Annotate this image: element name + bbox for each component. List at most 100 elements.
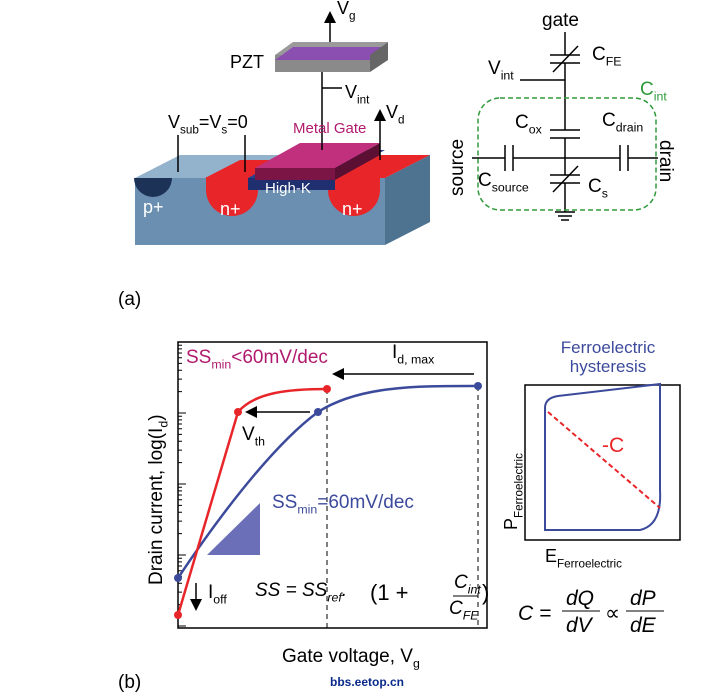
text-part: C bbox=[454, 572, 468, 593]
text-part: (b) bbox=[118, 672, 141, 692]
label: Vint bbox=[345, 82, 370, 106]
text-part: =0 bbox=[227, 112, 248, 132]
subscript: hysteresis bbox=[570, 357, 647, 376]
text-part: V bbox=[488, 58, 501, 79]
label: Vsub=Vs=0 bbox=[168, 112, 248, 136]
point bbox=[174, 574, 182, 582]
subscript: d bbox=[398, 113, 405, 126]
subscript: s bbox=[602, 187, 608, 201]
text-part: V bbox=[242, 424, 255, 445]
text-part: <60mV/dec bbox=[231, 347, 328, 368]
text-part: PZT bbox=[230, 52, 264, 72]
subscript: source bbox=[492, 181, 529, 195]
label: Vth bbox=[242, 424, 265, 449]
metal-gate-front bbox=[255, 168, 335, 180]
substrate-front bbox=[135, 178, 385, 245]
pzt-side bbox=[370, 42, 388, 72]
x-axis-label: Gate voltage, Vg bbox=[282, 646, 420, 671]
plot bbox=[174, 341, 488, 629]
metal-gate-top bbox=[255, 143, 380, 168]
text-part: I bbox=[392, 342, 397, 363]
subscript: off bbox=[213, 593, 227, 607]
text-part: . bbox=[342, 580, 347, 601]
cint-box bbox=[477, 97, 657, 211]
label: Id, max bbox=[392, 342, 435, 367]
label: Vd bbox=[386, 102, 405, 126]
text-part: drain bbox=[655, 140, 676, 182]
p-well bbox=[134, 178, 172, 197]
device bbox=[134, 11, 430, 245]
label: -C bbox=[602, 434, 624, 457]
text-part: E bbox=[545, 546, 557, 566]
text-part: SS bbox=[272, 492, 297, 513]
label: PFerroelectric bbox=[501, 453, 525, 530]
subscript: Ferroelectric bbox=[512, 453, 525, 518]
pzt-layer bbox=[275, 47, 388, 60]
label: Vint bbox=[488, 58, 514, 83]
label: Cint bbox=[454, 572, 481, 597]
subscript: s bbox=[221, 123, 227, 136]
text-part: (a) bbox=[118, 289, 141, 310]
n-well bbox=[206, 178, 258, 216]
text-part: SS bbox=[186, 347, 211, 368]
text-part: n+ bbox=[342, 199, 363, 219]
high-k-front bbox=[248, 178, 335, 190]
point bbox=[314, 408, 322, 416]
text-part: =60mV/dec bbox=[317, 492, 414, 513]
label: EFerroelectric bbox=[545, 546, 622, 570]
text-part: V bbox=[337, 0, 349, 18]
text-part: dE bbox=[630, 614, 657, 637]
label: Cs bbox=[588, 176, 608, 201]
subscript: min bbox=[211, 358, 231, 372]
label: Vg bbox=[337, 0, 356, 22]
subscript: int bbox=[468, 583, 482, 597]
label: Cox bbox=[515, 112, 543, 137]
text-part: C bbox=[515, 112, 529, 133]
text-part: C bbox=[449, 598, 463, 619]
text-part: bbs.eetop.cn bbox=[330, 675, 404, 689]
text-part: n+ bbox=[220, 199, 241, 219]
label: CFE bbox=[592, 44, 622, 69]
subscript: drain bbox=[616, 121, 644, 135]
label: drain bbox=[655, 140, 676, 182]
label: SSmin<60mV/dec bbox=[186, 347, 328, 372]
label: n+ bbox=[220, 199, 241, 219]
text-part: High-K bbox=[265, 180, 311, 197]
text-part: ) bbox=[482, 580, 489, 605]
label: ∝ bbox=[605, 602, 620, 625]
text-part: C bbox=[588, 176, 602, 197]
text-part: I bbox=[208, 582, 213, 603]
text-part: C bbox=[602, 110, 616, 131]
text-part: (1 + bbox=[370, 580, 409, 605]
subscript: ref bbox=[327, 591, 343, 605]
label: Metal Gate bbox=[293, 120, 366, 137]
circuit bbox=[472, 32, 658, 221]
drain-region bbox=[330, 155, 430, 178]
y-axis-label: Drain current, log(Id) bbox=[146, 414, 171, 585]
subscript: sub bbox=[180, 123, 199, 136]
n-well bbox=[328, 178, 380, 216]
label: dP bbox=[630, 587, 656, 610]
text-part: =V bbox=[199, 112, 222, 132]
subscript: int bbox=[501, 69, 515, 83]
label: High-K bbox=[265, 180, 311, 197]
text-part: gate bbox=[542, 10, 579, 31]
label: PZT bbox=[230, 52, 264, 72]
label: p+ bbox=[143, 197, 164, 217]
text-part: C = bbox=[518, 602, 551, 625]
text-part: dV bbox=[566, 614, 594, 637]
variable bbox=[552, 165, 579, 193]
label: source bbox=[447, 139, 468, 196]
text-part: Ferroelectric bbox=[561, 338, 656, 357]
label: (b) bbox=[118, 672, 141, 692]
text-part: dP bbox=[630, 587, 656, 610]
text-part: ) bbox=[146, 414, 167, 420]
subscript: d bbox=[157, 421, 171, 428]
label: SSmin=60mV/dec bbox=[272, 492, 414, 517]
point bbox=[234, 408, 242, 416]
label: ) bbox=[482, 580, 489, 605]
text-part: Metal Gate bbox=[293, 120, 366, 137]
subscript: d, max bbox=[397, 353, 435, 367]
watermark: bbs.eetop.cn bbox=[330, 675, 404, 689]
